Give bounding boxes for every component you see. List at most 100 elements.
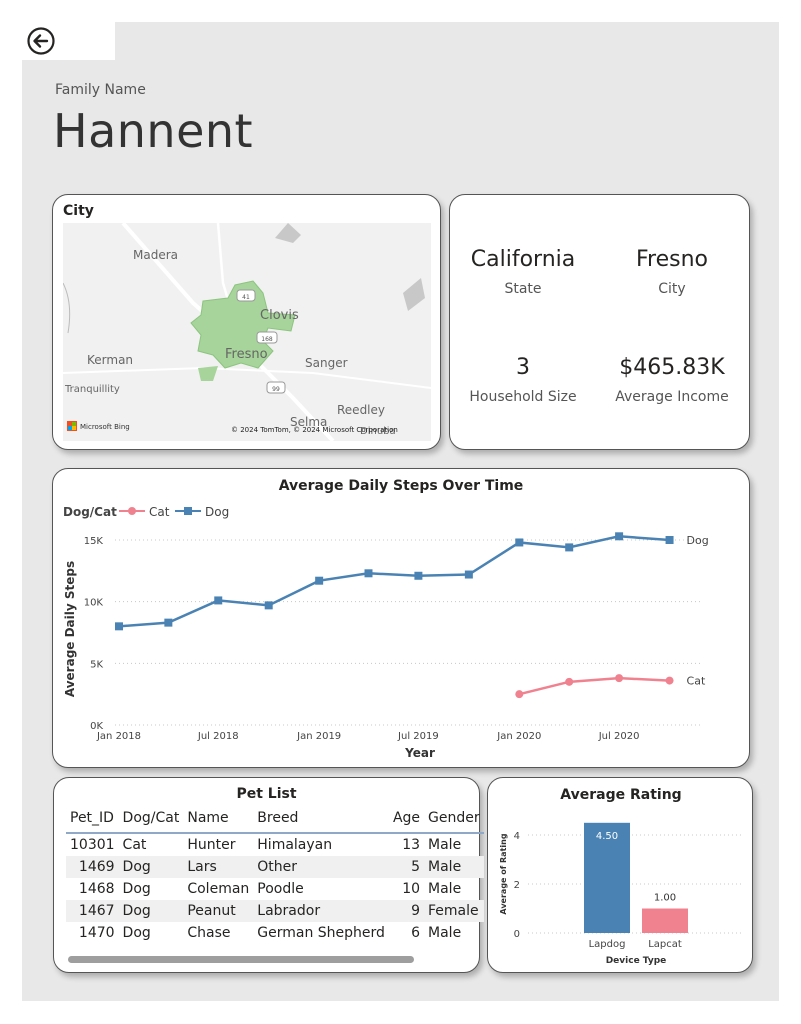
pet-table-header: Pet_ID Dog/Cat Name Breed Age Gender [66,806,484,834]
daily-steps-chart[interactable]: Average Daily Steps Over Time Dog/Cat Ca… [53,469,749,767]
city-map[interactable]: 41 168 99 Madera Clovis Fresno Kerman Sa… [63,223,431,441]
steps-x-tick-label: Jan 2020 [496,731,541,742]
data-point-dog[interactable] [414,571,423,580]
data-point-dog[interactable] [464,570,473,579]
rating-x-tick-label: Lapdog [589,939,626,950]
cell-gender: Female [424,900,484,922]
city-label: City [658,281,686,297]
rating-y-tick-label: 2 [514,880,520,891]
data-point-cat[interactable] [665,676,674,685]
legend-dog-label: Dog [205,505,229,519]
data-point-dog[interactable] [214,596,223,605]
steps-chart-title: Average Daily Steps Over Time [279,478,524,494]
pet-list-title: Pet List [236,786,297,802]
pet-list-card: Pet List Pet_ID Dog/Cat Name Breed Age G… [53,777,484,973]
series-end-label-cat: Cat [687,675,706,688]
data-point-cat[interactable] [615,674,624,683]
data-point-dog[interactable] [115,622,123,631]
table-row[interactable]: 1469 Dog Lars Other 5 Male [66,856,484,878]
legend-item-dog[interactable]: Dog [175,505,229,519]
cell-pet-id: 1467 [66,900,119,922]
series-end-label-dog: Dog [687,534,709,547]
steps-x-tick-label: Jul 2018 [197,731,239,742]
col-breed[interactable]: Breed [253,806,389,834]
table-row[interactable]: 10301 Cat Hunter Himalayan 13 Male [66,833,484,856]
steps-y-tick-label: 10K [84,598,104,609]
average-income-label: Average Income [615,389,729,405]
average-income-value: $465.83K [619,355,725,380]
data-point-dog[interactable] [515,538,524,547]
table-row[interactable]: 1467 Dog Peanut Labrador 9 Female [66,900,484,922]
cell-name: Hunter [187,837,236,853]
location-info-card: California State Fresno City 3 Household… [449,194,750,450]
col-gender[interactable]: Gender [424,806,484,834]
cell-gender: Male [428,881,462,897]
map-card-title: City [63,203,94,219]
series-line-dog[interactable] [118,535,670,628]
data-point-dog[interactable] [665,536,674,544]
cell-age: 5 [388,856,425,878]
cell-dog-cat: Dog [122,925,151,941]
cell-breed: Other [253,856,389,878]
table-row[interactable]: 1468 Dog Coleman Poodle 10 Male [66,878,484,900]
cell-age: 13 [402,837,421,853]
place-reedley: Reedley [337,403,385,417]
cell-pet-id: 1469 [66,856,119,878]
bing-logo: Microsoft Bing [80,423,130,431]
series-line-cat[interactable] [519,676,670,696]
legend-cat-label: Cat [149,505,170,519]
cell-name: Peanut [183,900,254,922]
cell-dog-cat: Cat [122,837,147,853]
cell-age: 9 [388,900,425,922]
data-point-dog[interactable] [615,532,624,541]
data-point-dog[interactable] [164,618,173,627]
daily-steps-card: Average Daily Steps Over Time Dog/Cat Ca… [52,468,750,768]
col-dog-cat[interactable]: Dog/Cat [118,806,184,834]
col-age[interactable]: Age [388,806,425,834]
place-clovis: Clovis [260,308,299,323]
col-pet-id[interactable]: Pet_ID [66,806,119,834]
steps-x-tick-label: Jan 2018 [96,731,141,742]
steps-y-tick-label: 0K [90,721,103,732]
data-point-dog[interactable] [364,569,373,578]
back-arrow-icon[interactable] [26,26,56,56]
rating-y-tick-label: 0 [514,929,520,940]
family-name-value: Hannent [53,104,254,158]
table-row[interactable]: 1470 Dog Chase German Shepherd 6 Male [66,922,484,944]
road-99-label: 99 [272,386,280,393]
legend-item-cat[interactable]: Cat [119,505,170,519]
cell-name: Coleman [187,881,250,897]
cell-breed: German Shepherd [257,925,385,941]
family-name-label: Family Name [55,82,146,98]
bar-lapdog[interactable] [584,822,630,933]
cell-breed: Labrador [253,900,389,922]
place-madera: Madera [133,248,178,262]
cell-dog-cat: Dog [118,856,184,878]
place-kerman: Kerman [87,353,134,367]
state-label: State [504,281,542,297]
data-point-dog[interactable] [315,576,324,585]
average-rating-chart[interactable]: Average Rating Average of Rating Device … [488,778,752,972]
data-point-dog[interactable] [264,601,273,610]
bar-data-label: 1.00 [654,893,676,904]
bar-lapcat[interactable] [642,908,688,933]
col-name[interactable]: Name [183,806,254,834]
data-point-dog[interactable] [565,543,574,552]
data-point-cat[interactable] [515,690,524,699]
place-selma: Selma [290,415,328,429]
place-tranquillity: Tranquillity [65,384,120,395]
cell-gender: Male [428,925,462,941]
cell-breed: Himalayan [257,837,333,853]
cell-pet-id: 10301 [70,837,115,853]
cell-dog-cat: Dog [118,900,184,922]
map-copyright: © 2024 TomTom, © 2024 Microsoft Corporat… [231,426,398,434]
cell-dog-cat: Dog [122,881,151,897]
table-horizontal-scrollbar[interactable] [68,956,414,963]
city-map-card: City 41 168 99 Madera Clovis Fresno Kerm… [52,194,441,450]
bar-data-label: 4.50 [596,831,618,842]
cell-breed: Poodle [257,881,304,897]
rating-y-tick-label: 4 [514,831,520,842]
steps-y-axis-label: Average Daily Steps [63,561,77,697]
data-point-cat[interactable] [565,677,574,686]
cell-gender: Male [428,837,462,853]
